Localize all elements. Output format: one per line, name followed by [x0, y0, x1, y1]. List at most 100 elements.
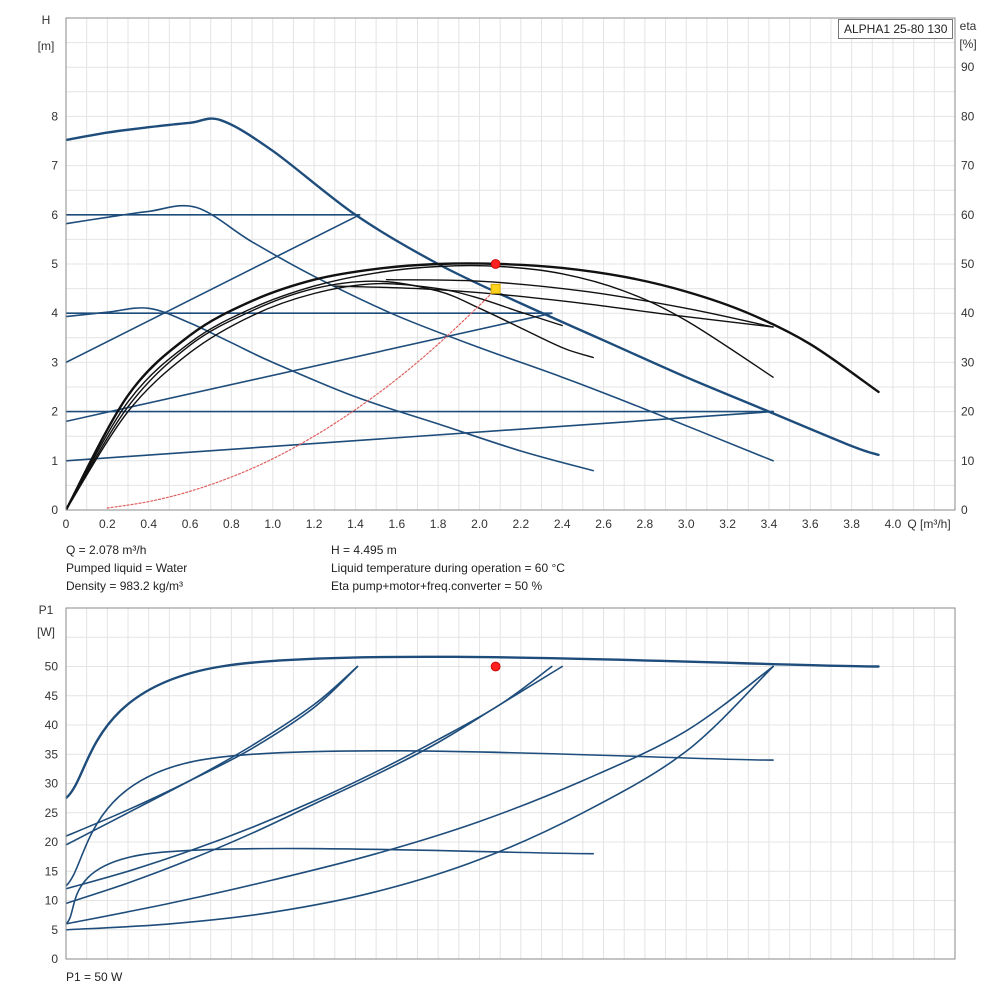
pump-curve	[66, 665, 359, 837]
power-tick-label: 10	[45, 894, 59, 908]
x-tick-label: 3.4	[761, 517, 778, 531]
operating-point-marker	[490, 283, 501, 294]
power-tick-label: 0	[51, 952, 58, 966]
eta-tick-label: 20	[961, 405, 975, 419]
head-points	[490, 259, 501, 294]
pump-curve	[66, 655, 880, 800]
pump-curve	[66, 307, 594, 472]
y-tick-label: 5	[51, 257, 58, 271]
x-tick-label: 3.0	[678, 517, 695, 531]
eta-tick-label: 80	[961, 109, 975, 123]
density-readout: Density = 983.2 kg/m³	[66, 579, 184, 593]
power-tick-label: 40	[45, 718, 59, 732]
x-tick-label: 2.2	[512, 517, 529, 531]
power-tick-label: 50	[45, 660, 59, 674]
power-y-ticks: 0 5 10 15 20 25 30 35 40 45 50	[45, 660, 59, 967]
liquid-temperature: Liquid temperature during operation = 60…	[331, 561, 565, 575]
pump-curve	[66, 665, 563, 905]
power-readout: P1 = 50 W	[66, 970, 123, 984]
power-tick-label: 45	[45, 689, 59, 703]
head-axis-unit: [m]	[38, 39, 55, 53]
x-tick-label: 2.6	[595, 517, 612, 531]
pump-curve	[66, 665, 359, 846]
x-tick-label: 1.0	[264, 517, 281, 531]
eta-axis-unit: [%]	[959, 37, 976, 51]
x-tick-label: 2.4	[554, 517, 571, 531]
efficiency-curve	[66, 282, 563, 510]
x-tick-label: 4.0	[885, 517, 902, 531]
eta-tick-label: 10	[961, 454, 975, 468]
y-tick-label: 8	[51, 109, 58, 123]
flow-readout: Q = 2.078 m³/h	[66, 543, 147, 557]
chart-title: ALPHA1 25-80 130	[838, 19, 954, 39]
head-readout: H = 4.495 m	[331, 543, 397, 557]
efficiency-curve	[66, 280, 594, 510]
x-tick-label: 1.2	[306, 517, 323, 531]
y-tick-label: 6	[51, 208, 58, 222]
head-series	[66, 117, 880, 510]
power-tick-label: 20	[45, 835, 59, 849]
power-tick-label: 30	[45, 777, 59, 791]
duty-point-marker	[490, 661, 501, 672]
duty-info-left: Q = 2.078 m³/h Pumped liquid = Water Den…	[66, 541, 187, 595]
x-tick-label: 1.4	[347, 517, 364, 531]
y-tick-label: 2	[51, 405, 58, 419]
eta-tick-label: 30	[961, 355, 975, 369]
duty-info-right: H = 4.495 m Liquid temperature during op…	[331, 541, 565, 595]
x-tick-label: 0.8	[223, 517, 240, 531]
pump-curve	[66, 214, 361, 364]
pump-curve	[66, 117, 880, 457]
y-tick-label: 1	[51, 454, 58, 468]
efficiency-readout: Eta pump+motor+freq.converter = 50 %	[331, 579, 543, 593]
power-tick-label: 35	[45, 747, 59, 761]
head-y-ticks: 0 1 2 3 4 5 6 7 8	[51, 109, 58, 517]
x-tick-label: 3.6	[802, 517, 819, 531]
power-axis-label: P1	[39, 603, 54, 617]
head-x-ticks: 0 0.2 0.4 0.6 0.8 1.0 1.2 1.4 1.6 1.8 2.0 2.2 2.4 2.6…	[63, 517, 902, 531]
y-tick-label: 7	[51, 159, 58, 173]
eta-tick-label: 40	[961, 306, 975, 320]
head-axis-label: H	[42, 13, 51, 27]
pumped-liquid: Pumped liquid = Water	[66, 561, 188, 575]
x-tick-label: 2.0	[471, 517, 488, 531]
power-tick-label: 15	[45, 864, 59, 878]
eta-tick-label: 0	[961, 503, 968, 517]
duty-point-marker	[490, 259, 501, 269]
power-points	[490, 661, 501, 672]
power-tick-label: 25	[45, 806, 59, 820]
x-tick-label: 0.6	[182, 517, 199, 531]
eta-y-ticks: 0 10 20 30 40 50 60 70 80 90	[961, 60, 975, 517]
eta-tick-label: 90	[961, 60, 975, 74]
flow-axis-unit: [m³/h]	[920, 517, 951, 531]
x-tick-label: 2.8	[637, 517, 654, 531]
efficiency-curve	[385, 279, 774, 328]
flow-axis-label: Q	[907, 517, 916, 531]
eta-axis-label: eta	[960, 19, 977, 33]
head-plot-frame	[65, 17, 956, 511]
efficiency-curve	[66, 264, 774, 510]
x-tick-label: 3.2	[719, 517, 736, 531]
y-tick-label: 3	[51, 355, 58, 369]
x-tick-label: 0.4	[140, 517, 157, 531]
pump-curve	[66, 665, 774, 931]
x-tick-label: 0	[63, 517, 70, 531]
efficiency-curve	[66, 262, 880, 510]
pump-curve	[66, 665, 774, 925]
y-tick-label: 4	[51, 306, 58, 320]
power-plot-frame	[65, 607, 956, 960]
power-grid	[66, 608, 955, 959]
eta-tick-label: 70	[961, 159, 975, 173]
pump-curve	[66, 204, 774, 462]
efficiency-curve	[334, 285, 774, 328]
pump-curve	[66, 749, 774, 887]
x-tick-label: 0.2	[99, 517, 116, 531]
eta-tick-label: 50	[961, 257, 975, 271]
power-tick-label: 5	[51, 923, 58, 937]
x-tick-label: 1.6	[388, 517, 405, 531]
power-axis-unit: [W]	[37, 625, 55, 639]
x-tick-label: 3.8	[843, 517, 860, 531]
pump-curve	[66, 410, 774, 462]
eta-tick-label: 60	[961, 208, 975, 222]
pump-curve	[66, 847, 594, 925]
x-tick-label: 1.8	[430, 517, 447, 531]
